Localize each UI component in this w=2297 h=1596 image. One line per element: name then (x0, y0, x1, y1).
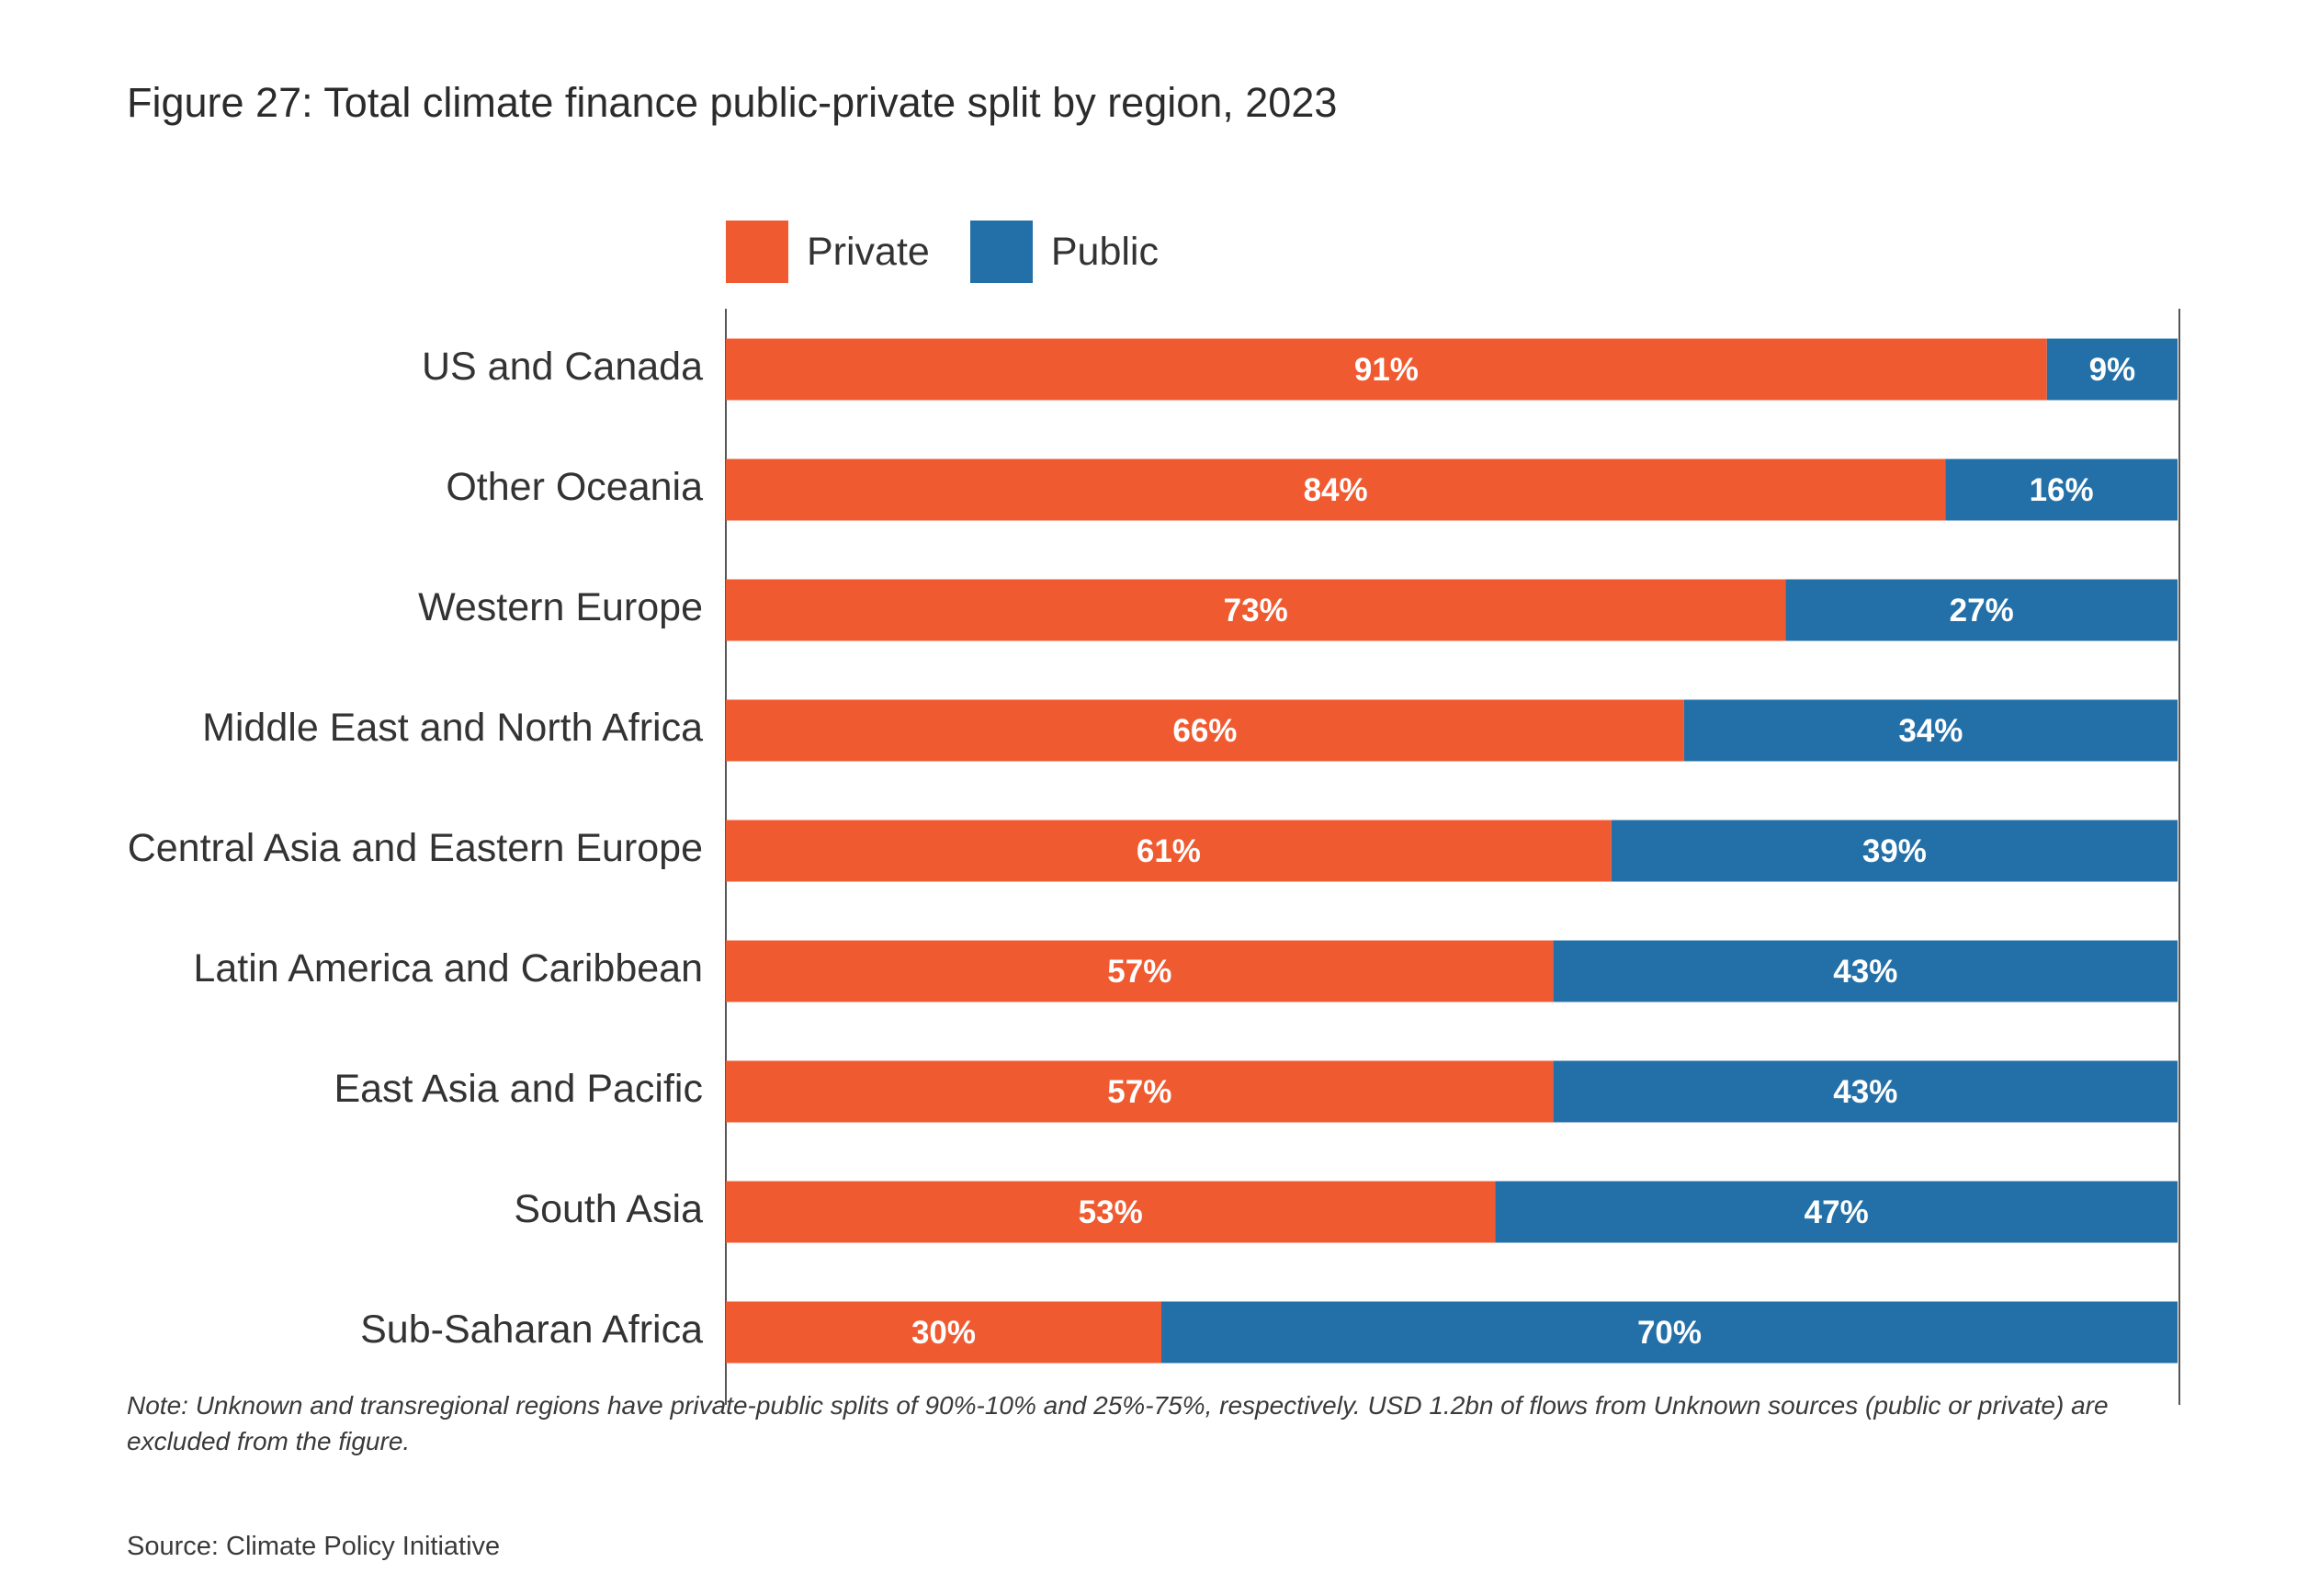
data-label-public: 27% (1950, 593, 2014, 628)
data-label-private: 61% (1137, 833, 1201, 869)
category-label: Other Oceania (446, 465, 703, 509)
category-label: Middle East and North Africa (202, 706, 703, 750)
category-label: Sub-Saharan Africa (360, 1307, 703, 1352)
bar-segment-private (726, 579, 1786, 641)
data-label-public: 43% (1833, 1074, 1897, 1110)
data-label-private: 30% (911, 1315, 976, 1351)
data-label-public: 39% (1862, 833, 1927, 869)
bar-segment-private (726, 820, 1612, 882)
bar-segment-private (726, 1060, 1554, 1123)
bar-segment-public (1161, 1301, 2178, 1364)
chart-title: Figure 27: Total climate finance public-… (127, 79, 1338, 126)
bar-segment-private (726, 458, 1946, 521)
bar-segment-public (1611, 820, 2178, 882)
category-label: South Asia (514, 1187, 703, 1231)
bar-segment-private (726, 1301, 1161, 1364)
bar-segment-private (726, 699, 1684, 762)
legend-swatch-public (969, 221, 1033, 283)
data-label-private: 66% (1172, 713, 1237, 749)
data-label-public: 70% (1637, 1315, 1702, 1351)
category-label: US and Canada (422, 345, 703, 389)
bar-segment-public (1553, 1060, 2178, 1123)
legend-label-public: Public (1050, 229, 1159, 274)
bar-segment-public (1785, 579, 2178, 641)
bar-segment-private (726, 338, 2047, 401)
bar-segment-private (726, 1181, 1496, 1243)
legend-swatch-private (726, 221, 788, 283)
data-label-public: 34% (1898, 713, 1963, 749)
bar-segment-public (1945, 458, 2178, 521)
category-label: East Asia and Pacific (334, 1067, 703, 1111)
data-label-public: 16% (2030, 472, 2094, 508)
bar-segment-public (1495, 1181, 2178, 1243)
bar-segment-public (1553, 940, 2178, 1002)
category-label: Latin America and Caribbean (193, 946, 703, 990)
legend-label-private: Private (807, 229, 930, 274)
bar-segment-public (2046, 338, 2178, 401)
category-label: Western Europe (418, 585, 703, 629)
data-label-public: 9% (2089, 352, 2136, 388)
data-label-private: 57% (1107, 954, 1171, 990)
data-label-private: 91% (1354, 352, 1419, 388)
data-label-private: 84% (1304, 472, 1368, 508)
legend-item-private: Private (726, 221, 930, 283)
chart-note: Note: Unknown and transregional regions … (127, 1391, 2109, 1455)
data-label-private: 73% (1224, 593, 1288, 628)
legend: Private Public (726, 221, 1199, 283)
data-label-public: 47% (1805, 1194, 1869, 1230)
chart-source: Source: Climate Policy Initiative (127, 1532, 501, 1561)
bar-segment-public (1683, 699, 2178, 762)
data-label-public: 43% (1833, 954, 1897, 990)
bar-segment-private (726, 940, 1554, 1002)
data-label-private: 57% (1107, 1074, 1171, 1110)
category-label: Central Asia and Eastern Europe (127, 826, 703, 870)
data-label-private: 53% (1079, 1194, 1143, 1230)
legend-item-public: Public (969, 221, 1159, 283)
